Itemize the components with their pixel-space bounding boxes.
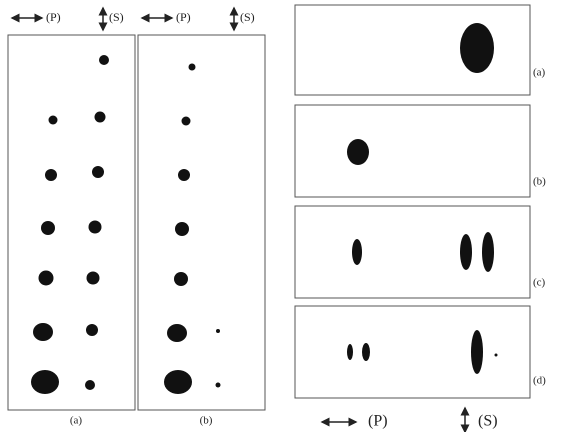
spot: [471, 330, 483, 374]
spot: [182, 117, 191, 126]
spot: [95, 112, 106, 123]
header-s: (S): [240, 10, 255, 24]
right-panel-a: (a): [295, 5, 546, 95]
right-panel-b: (b): [295, 105, 546, 197]
panel-frame: [295, 5, 530, 95]
panel-label: (b): [533, 176, 546, 188]
spot: [45, 169, 57, 181]
spots: [164, 64, 221, 395]
header-s: (S): [109, 10, 124, 24]
spot: [33, 323, 53, 341]
panel-frame: [138, 35, 265, 410]
spot: [31, 370, 59, 394]
spot: [89, 221, 102, 234]
spot: [347, 139, 369, 165]
spot: [495, 354, 498, 357]
legend: (P) (S): [322, 408, 498, 432]
spot: [164, 370, 192, 394]
spot: [216, 329, 220, 333]
spots: [31, 55, 109, 394]
spot: [216, 383, 221, 388]
spot: [99, 55, 109, 65]
panel-frame: [295, 206, 530, 298]
spot: [85, 380, 95, 390]
spot: [41, 221, 55, 235]
spot: [92, 166, 104, 178]
panel-frame: [295, 105, 530, 197]
spot: [175, 222, 189, 236]
legend-s: (S): [478, 413, 498, 430]
spot: [174, 272, 188, 286]
header-p: (P): [176, 10, 191, 24]
header-p: (P): [46, 10, 61, 24]
spot: [189, 64, 196, 71]
left-panel-a: (P) (S) (a): [8, 8, 135, 427]
spot: [167, 324, 187, 342]
panel-label: (b): [200, 415, 213, 427]
panel-label: (d): [533, 375, 546, 387]
panel-label: (a): [70, 415, 83, 427]
spot: [49, 116, 58, 125]
spot: [482, 232, 494, 272]
spot: [39, 271, 54, 286]
spot: [347, 344, 353, 360]
spot: [178, 169, 190, 181]
spot: [87, 272, 100, 285]
spot: [460, 23, 494, 73]
page: (P) (S) (a) (P) (S) (b) (a) (b) (c) (d) …: [0, 0, 564, 432]
figure: (P) (S) (a) (P) (S) (b) (a) (b) (c) (d) …: [0, 0, 564, 432]
panel-frame: [295, 306, 530, 398]
spot: [460, 234, 472, 270]
panel-label: (a): [533, 67, 546, 79]
spot: [352, 239, 362, 265]
right-panel-d: (d): [295, 306, 546, 398]
legend-p: (P): [368, 413, 388, 430]
left-panel-b: (P) (S) (b): [138, 8, 265, 427]
spot: [362, 343, 370, 361]
panel-label: (c): [533, 277, 546, 289]
right-panel-c: (c): [295, 206, 546, 298]
spot: [86, 324, 98, 336]
panel-frame: [8, 35, 135, 410]
